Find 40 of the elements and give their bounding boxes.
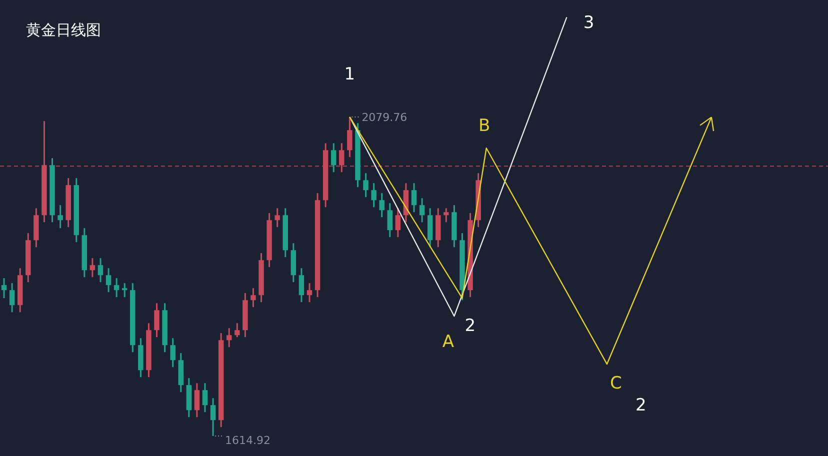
annotation: 2 [636, 396, 646, 416]
candlestick [347, 116, 352, 158]
candlestick [363, 172, 368, 198]
candlestick [250, 287, 256, 308]
candlestick [170, 337, 176, 368]
candlestick [106, 267, 112, 293]
annotation: C [610, 374, 622, 394]
candlestick [331, 142, 336, 173]
annotation: B [478, 116, 490, 136]
annotation: 2079.76 [362, 111, 408, 124]
candlestick [90, 257, 96, 278]
annotation: 1614.92 [225, 434, 271, 447]
candlestick [339, 142, 344, 173]
annotation: A [442, 332, 454, 352]
candlestick [1, 277, 7, 299]
candlestick [387, 202, 392, 238]
candlestick [202, 382, 208, 413]
candlestick [154, 302, 160, 338]
candlestick [371, 182, 376, 208]
candlestick [226, 327, 232, 348]
text: 1 [344, 64, 356, 85]
candlestick [274, 207, 280, 228]
candlestick [122, 282, 128, 298]
candlestick [411, 182, 417, 213]
candlestick [379, 192, 384, 218]
candlestick [419, 197, 425, 223]
candlestick [395, 207, 401, 238]
candlestick [194, 382, 200, 418]
candlestick [444, 207, 449, 223]
annotation: 2 [464, 316, 476, 336]
candlestick [58, 204, 63, 229]
candlestick [210, 397, 216, 437]
candlestick [234, 322, 240, 338]
chart-title: 黄金日线图 [26, 21, 101, 39]
candlestick [98, 257, 104, 283]
text: 3 [583, 12, 594, 33]
candlestick [9, 282, 15, 313]
candlestick [114, 277, 120, 298]
candlestick [306, 282, 312, 303]
candlestick [298, 267, 304, 303]
